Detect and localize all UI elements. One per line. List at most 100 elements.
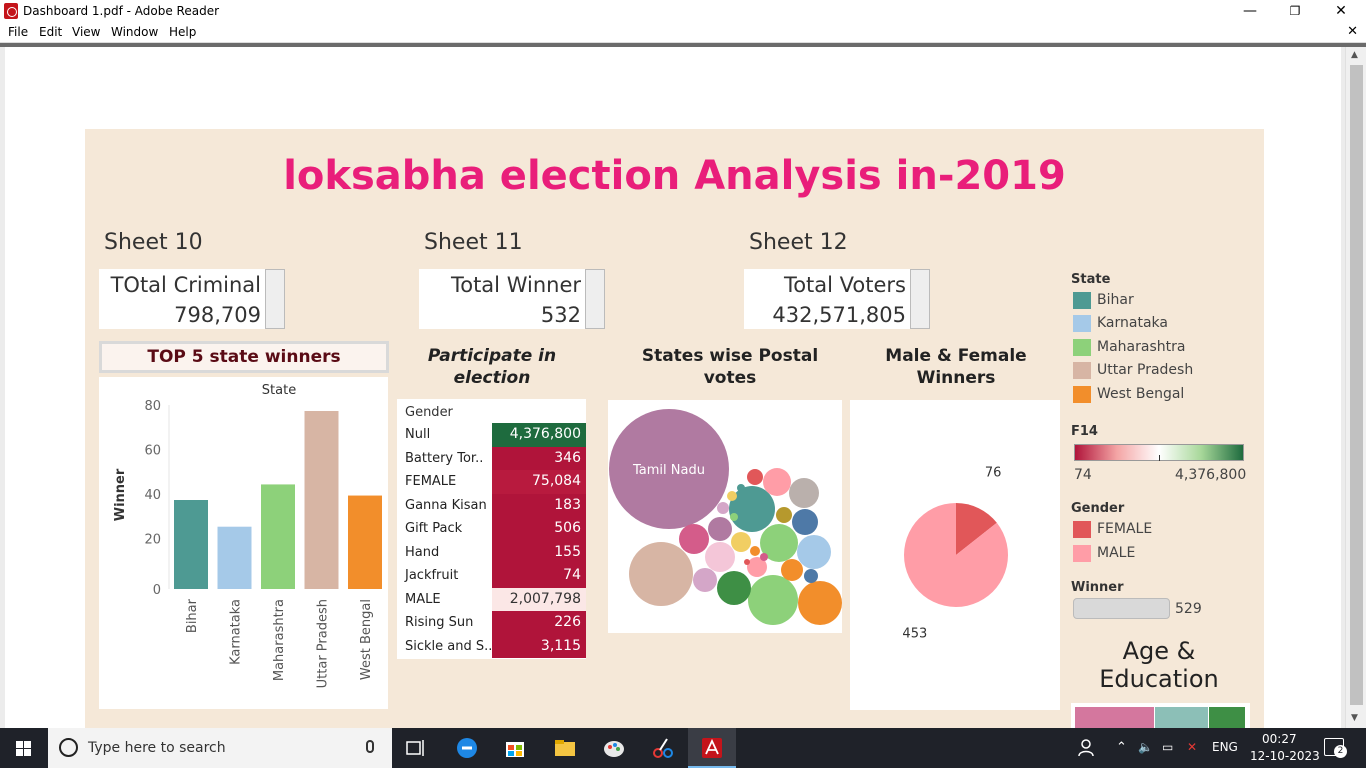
language-indicator[interactable]: ENG bbox=[1212, 740, 1238, 754]
bar-bihar[interactable] bbox=[174, 500, 208, 589]
top5-bar-chart: State Winner 0 20 40 60 80 Bihar Karnataka Maha… bbox=[113, 383, 382, 688]
minimize-button[interactable]: — bbox=[1243, 3, 1257, 19]
bar-uttar-pradesh[interactable] bbox=[304, 411, 339, 589]
bubble bbox=[747, 469, 763, 485]
taskbar-search-box[interactable]: Type here to search bbox=[48, 728, 392, 768]
row-value-cell: 2,007,798 bbox=[492, 587, 586, 611]
row-label: Gift Pack bbox=[405, 521, 463, 536]
vertical-scrollbar[interactable]: ▲ ▼ bbox=[1345, 47, 1366, 728]
sheet-11-title: Sheet 11 bbox=[424, 230, 523, 255]
clock-time[interactable]: 00:27 bbox=[1262, 732, 1297, 746]
row-value-cell: 346 bbox=[492, 446, 586, 470]
legend-swatch bbox=[1073, 362, 1091, 379]
speaker-icon[interactable]: 🔈 bbox=[1138, 740, 1153, 754]
close-document-icon[interactable]: ✕ bbox=[1347, 24, 1358, 39]
row-label: Null bbox=[405, 427, 431, 442]
menu-view[interactable]: View bbox=[72, 25, 101, 39]
people-icon[interactable] bbox=[1076, 736, 1100, 760]
bubble bbox=[705, 542, 735, 572]
start-button[interactable] bbox=[0, 728, 48, 768]
bubble bbox=[763, 468, 791, 496]
maximize-button[interactable]: ❐ bbox=[1289, 4, 1301, 18]
snipping-tool-icon[interactable] bbox=[651, 736, 675, 760]
bar-maharashtra[interactable] bbox=[261, 484, 295, 589]
kpi-scrollbar[interactable] bbox=[585, 269, 605, 329]
row-label: MALE bbox=[405, 591, 441, 607]
legend-label: MALE bbox=[1097, 545, 1136, 561]
scroll-down-icon[interactable]: ▼ bbox=[1351, 713, 1358, 723]
table-row[interactable]: Null 4,376,800 bbox=[397, 423, 586, 447]
task-view-icon[interactable] bbox=[404, 736, 428, 760]
pie-slice-female[interactable] bbox=[956, 503, 997, 555]
legend-state-title: State bbox=[1071, 272, 1111, 287]
winner-size-value: 529 bbox=[1175, 601, 1202, 617]
table-row[interactable]: Sickle and S.. 3,115 bbox=[397, 634, 586, 658]
legend-f14-title: F14 bbox=[1071, 424, 1098, 439]
row-value-cell: 506 bbox=[492, 517, 586, 541]
bubble bbox=[792, 509, 818, 535]
bubble bbox=[781, 559, 803, 581]
bubble bbox=[760, 553, 768, 561]
menu-window[interactable]: Window bbox=[111, 25, 159, 39]
store-icon[interactable] bbox=[503, 736, 527, 760]
adobe-reader-icon bbox=[702, 738, 722, 758]
kpi-scrollbar[interactable] bbox=[910, 269, 930, 329]
clock-date[interactable]: 12-10-2023 bbox=[1250, 749, 1320, 763]
table-row[interactable]: Gift Pack 506 bbox=[397, 517, 586, 541]
table-row[interactable]: Rising Sun 226 bbox=[397, 611, 586, 635]
bubble bbox=[729, 486, 775, 532]
network-warning-icon[interactable]: ✕ bbox=[1187, 740, 1198, 754]
kpi-label: TOtal Criminal bbox=[110, 273, 261, 297]
table-row[interactable]: MALE 2,007,798 bbox=[397, 587, 586, 611]
file-explorer-icon[interactable] bbox=[553, 736, 577, 760]
menu-file[interactable]: File bbox=[8, 25, 29, 39]
table-row[interactable]: Hand 155 bbox=[397, 540, 586, 564]
kpi-value: 532 bbox=[540, 303, 581, 327]
taskbar-adobe-reader-active[interactable] bbox=[688, 728, 736, 768]
top5-header: TOP 5 state winners bbox=[99, 341, 389, 373]
paint-icon[interactable] bbox=[602, 736, 626, 760]
kpi-total-criminal: TOtal Criminal 798,709 bbox=[99, 269, 285, 329]
menu-edit[interactable]: Edit bbox=[39, 25, 63, 39]
bar-karnataka[interactable] bbox=[217, 526, 252, 589]
windows-taskbar: Type here to search ⌃ 🔈 ▭ ✕ ENG 00:27 12… bbox=[0, 728, 1366, 768]
winner-size-legend bbox=[1073, 598, 1170, 619]
battery-icon[interactable]: ▭ bbox=[1162, 740, 1174, 754]
y-tick-label: 40 bbox=[144, 488, 161, 503]
kpi-value: 432,571,805 bbox=[772, 303, 906, 327]
bubble bbox=[760, 524, 798, 562]
scrollbar-thumb[interactable] bbox=[1350, 65, 1363, 705]
row-label: Sickle and S.. bbox=[405, 638, 493, 654]
legend-swatch bbox=[1073, 339, 1091, 356]
table-row[interactable]: Ganna Kisan 183 bbox=[397, 493, 586, 517]
age-education-header: Age & Education bbox=[1099, 637, 1219, 693]
bar-west-bengal[interactable] bbox=[348, 495, 382, 589]
legend-label: Maharashtra bbox=[1097, 339, 1186, 355]
menu-bar: File Edit View Window Help ✕ bbox=[0, 23, 1366, 43]
x-axis-title: State bbox=[262, 383, 296, 398]
show-hidden-icons-chevron-icon[interactable]: ⌃ bbox=[1116, 740, 1127, 755]
menu-help[interactable]: Help bbox=[169, 25, 197, 39]
y-tick-label: 0 bbox=[153, 583, 161, 598]
bubble bbox=[727, 491, 737, 501]
notification-center-icon[interactable]: 2 bbox=[1324, 738, 1347, 758]
table-column-header: Gender bbox=[405, 405, 453, 420]
f14-max-label: 4,376,800 bbox=[1175, 467, 1247, 483]
pie-slice-male[interactable] bbox=[904, 503, 1008, 607]
table-row[interactable]: FEMALE 75,084 bbox=[397, 470, 586, 494]
row-value-cell: 226 bbox=[492, 611, 586, 635]
table-row[interactable]: Battery Tor.. 346 bbox=[397, 446, 586, 470]
document-viewer[interactable]: loksabha election Analysis in-2019 Sheet… bbox=[0, 47, 1345, 728]
table-row[interactable]: Jackfruit 74 bbox=[397, 564, 586, 588]
bubble bbox=[776, 507, 792, 523]
close-button[interactable]: ✕ bbox=[1335, 3, 1347, 19]
scroll-up-icon[interactable]: ▲ bbox=[1351, 50, 1358, 60]
x-tick-label: Karnataka bbox=[229, 599, 244, 665]
legend-label: FEMALE bbox=[1097, 521, 1153, 537]
microphone-icon[interactable] bbox=[366, 740, 374, 753]
kpi-scrollbar[interactable] bbox=[265, 269, 285, 329]
bubble bbox=[750, 546, 760, 556]
kpi-value: 798,709 bbox=[174, 303, 261, 327]
x-tick-label: Maharashtra bbox=[272, 599, 287, 681]
edge-browser-icon[interactable] bbox=[455, 736, 479, 760]
